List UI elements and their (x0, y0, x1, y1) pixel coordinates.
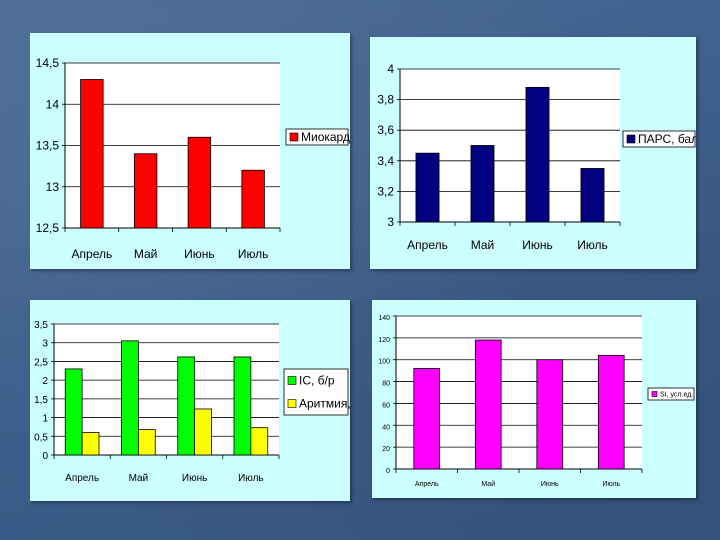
y-tick-label: 100 (378, 359, 390, 366)
chart-panel-myocardium: 12,5 13 13,5 14 14,5 Апрель Май Июнь Июль Миокард… (30, 33, 350, 269)
bar (177, 356, 196, 456)
x-tick-label: Июнь (182, 473, 207, 484)
y-tick-label: 140 (378, 315, 390, 322)
chart-panel-si: 0 20 40 60 80 100 120 140 Апрель Май Июнь Июль SI, у… (372, 300, 696, 498)
legend-swatch (287, 399, 297, 408)
bar (597, 354, 625, 470)
legend-box (285, 128, 349, 146)
chart-pars: 3 3,2 3,4 3,6 3,8 4 Апрель Май Июнь Июль ПАРС, бал… (377, 62, 696, 252)
legend-swatch (289, 132, 299, 142)
x-tick-label: Июнь (541, 481, 559, 488)
legend-box (622, 130, 696, 148)
y-tick-label: 60 (382, 402, 390, 409)
y-tick-label: 3,8 (377, 93, 394, 107)
bar (137, 429, 156, 456)
y-tick-label: 40 (382, 424, 390, 431)
legend-label: Миокард, % (301, 130, 350, 144)
y-tick-label: 1 (42, 414, 48, 425)
y-tick-label: 13 (46, 180, 60, 194)
y-tick-label: 3,5 (34, 320, 48, 331)
x-tick-label: Июнь (184, 247, 215, 261)
bar (474, 339, 502, 470)
legend-swatch (626, 134, 636, 144)
y-tick-label: 80 (382, 381, 390, 388)
bar (233, 356, 252, 456)
chart-panel-pars: 3 3,2 3,4 3,6 3,8 4 Апрель Май Июнь Июль ПАРС, бал… (370, 37, 696, 269)
x-tick-label: Апрель (407, 238, 448, 252)
bar (250, 427, 269, 456)
legend-label: IC, б/р (299, 374, 335, 388)
legend-label: SI, усл.ед. (660, 392, 693, 399)
bar (80, 79, 104, 229)
chart-panel-ic-arrhythmia: 0 0,5 1 1,5 2 2,5 3 3,5 Апрель Май Июнь Июль IC, б/р… (30, 300, 350, 501)
bar (525, 86, 550, 223)
bar (64, 368, 83, 456)
y-tick-label: 0,5 (34, 432, 48, 443)
y-tick-label: 13,5 (36, 139, 60, 153)
y-tick-label: 12,5 (36, 221, 60, 235)
bar (81, 432, 100, 456)
bar (133, 153, 158, 229)
x-tick-label: Апрель (72, 247, 113, 261)
x-tick-label: Июль (602, 481, 620, 488)
bar (241, 169, 265, 229)
bar (187, 136, 212, 229)
y-tick-label: 20 (382, 446, 390, 453)
legend-label: Аритмия, % (299, 397, 350, 411)
legend-swatch (287, 376, 297, 385)
chart-ic-arrhythmia: 0 0,5 1 1,5 2 2,5 3 3,5 Апрель Май Июнь Июль IC, б/р… (34, 320, 350, 484)
bar (580, 168, 605, 223)
y-tick-label: 3 (42, 339, 48, 350)
y-tick-label: 0 (386, 468, 390, 475)
x-tick-label: Май (481, 480, 495, 488)
x-tick-label: Июль (577, 238, 608, 252)
bar (194, 408, 212, 456)
bar (470, 145, 495, 223)
y-tick-label: 120 (378, 337, 390, 344)
bar (121, 340, 139, 456)
chart-si: 0 20 40 60 80 100 120 140 Апрель Май Июнь Июль SI, у… (378, 315, 695, 488)
y-tick-label: 4 (387, 62, 394, 76)
y-tick-label: 0 (42, 451, 48, 462)
x-tick-label: Июль (238, 473, 264, 484)
legend-box (647, 387, 695, 401)
legend-swatch (651, 391, 658, 397)
bar (415, 152, 440, 223)
y-tick-label: 3,2 (377, 184, 394, 198)
y-tick-label: 14 (46, 97, 60, 111)
y-tick-label: 2 (42, 376, 48, 387)
x-tick-label: Июль (238, 247, 269, 261)
y-tick-label: 2,5 (34, 357, 48, 368)
y-tick-label: 1,5 (34, 395, 48, 406)
x-tick-label: Май (134, 247, 158, 261)
bar (536, 359, 564, 470)
legend-label: ПАРС, баллы (638, 132, 696, 146)
x-tick-label: Апрель (415, 481, 439, 488)
y-tick-label: 3,4 (377, 154, 394, 168)
y-tick-label: 14,5 (36, 56, 60, 70)
y-tick-label: 3,6 (377, 123, 394, 137)
x-tick-label: Май (471, 238, 495, 252)
x-tick-label: Май (129, 473, 149, 484)
x-tick-label: Июнь (522, 238, 553, 252)
y-tick-label: 3 (387, 215, 394, 229)
x-tick-label: Апрель (65, 473, 99, 484)
chart-myocardium: 12,5 13 13,5 14 14,5 Апрель Май Июнь Июль Миокард… (36, 56, 350, 261)
bar (413, 368, 441, 470)
